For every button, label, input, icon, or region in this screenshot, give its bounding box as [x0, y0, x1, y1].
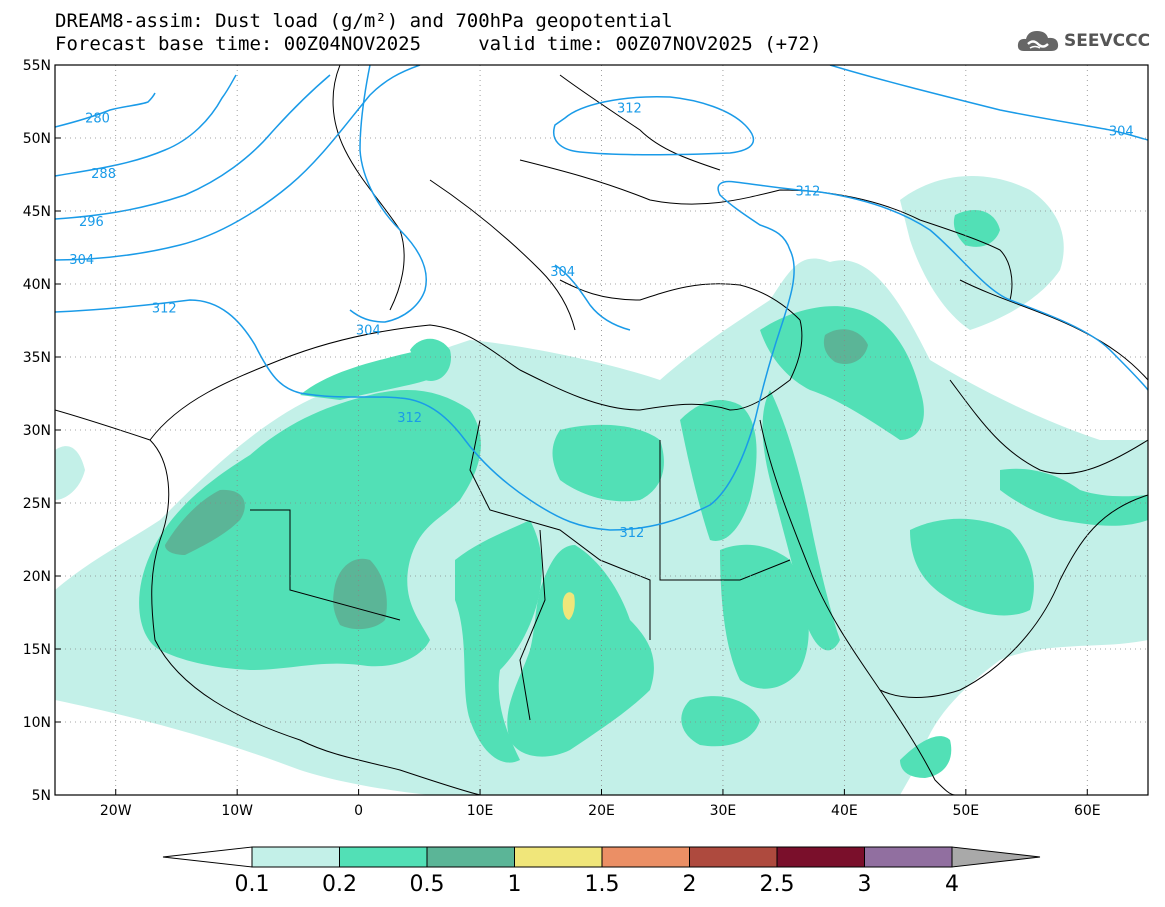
colorbar-label: 1 — [508, 872, 522, 897]
contour-label: 304 — [356, 323, 381, 338]
colorbar-segment — [864, 846, 953, 868]
colorbar-right-arrow — [951, 846, 1041, 868]
cloud-icon — [1017, 31, 1059, 51]
lat-tick-label: 30N — [23, 423, 51, 439]
lat-tick-label: 40N — [23, 277, 51, 293]
lon-tick-label: 20W — [100, 803, 132, 819]
lon-tick-label: 10E — [467, 803, 494, 819]
colorbar-label: 3 — [858, 872, 872, 897]
lon-tick-label: 20E — [588, 803, 615, 819]
contour-label: 296 — [79, 215, 104, 230]
graticule — [55, 65, 1148, 795]
map-title-line2: Forecast base time: 00Z04NOV2025 valid t… — [55, 33, 822, 55]
coastlines — [55, 65, 1148, 795]
colorbar-segment — [339, 846, 428, 868]
lon-tick-label: 0 — [354, 803, 363, 819]
colorbar-label: 0.1 — [235, 872, 270, 897]
colorbar-label: 4 — [945, 872, 959, 897]
colorbar-segment — [251, 846, 340, 868]
colorbar-left-arrow — [162, 846, 253, 868]
logo-text: SEEVCCC — [1064, 31, 1151, 51]
lat-tick-label: 50N — [23, 131, 51, 147]
lat-tick-label: 55N — [23, 58, 51, 74]
colorbar-label: 0.5 — [410, 872, 445, 897]
lat-tick-label: 25N — [23, 496, 51, 512]
dust-fields — [55, 176, 1148, 795]
lat-tick-label: 10N — [23, 715, 51, 731]
colorbar: 0.1 0.2 0.5 1 1.5 2 2.5 3 4 — [162, 846, 1041, 897]
colorbar-segment — [689, 846, 778, 868]
lat-tick-label: 15N — [23, 642, 51, 658]
colorbar-segment — [426, 846, 515, 868]
contour-label: 312 — [397, 411, 422, 426]
contour-label: 304 — [1109, 125, 1134, 140]
lat-tick-label: 20N — [23, 569, 51, 585]
contour-label: 280 — [85, 112, 110, 127]
colorbar-segment — [776, 846, 865, 868]
contour-label: 288 — [91, 167, 116, 182]
lon-tick-label: 30E — [710, 803, 737, 819]
dust-level-0.2 — [139, 210, 1148, 778]
colorbar-label: 1.5 — [585, 872, 620, 897]
lon-tick-label: 50E — [952, 803, 979, 819]
contour-label: 312 — [617, 101, 642, 116]
lat-tick-label: 5N — [32, 788, 51, 804]
map-title-line1: DREAM8-assim: Dust load (g/m²) and 700hP… — [55, 10, 673, 32]
axis-ticks: 20W 10W 0 10E 20E 30E 40E 50E 60E 55N 50N 45N 40N 35N… — [23, 58, 1101, 819]
lon-tick-label: 60E — [1074, 803, 1101, 819]
colorbar-label: 2.5 — [760, 872, 795, 897]
lon-tick-label: 10W — [221, 803, 253, 819]
geopotential-contours — [55, 65, 1148, 531]
contour-label: 304 — [69, 253, 94, 268]
colorbar-segment — [601, 846, 690, 868]
dust-level-1 — [562, 592, 575, 620]
dust-level-0.5 — [165, 329, 868, 630]
contour-labels: 280 288 296 304 312 304 304 312 312 312 312 304 — [69, 101, 1134, 541]
colorbar-label: 0.2 — [322, 872, 357, 897]
contour-label: 312 — [796, 185, 821, 200]
contour-label: 304 — [550, 265, 575, 280]
lon-tick-label: 40E — [831, 803, 858, 819]
seevccc-logo: SEEVCCC — [1016, 24, 1150, 58]
contour-label: 312 — [152, 301, 177, 316]
contour-label: 312 — [619, 526, 644, 541]
lat-tick-label: 35N — [23, 350, 51, 366]
colorbar-label: 2 — [683, 872, 697, 897]
lat-tick-label: 45N — [23, 204, 51, 220]
colorbar-segment — [514, 846, 603, 868]
